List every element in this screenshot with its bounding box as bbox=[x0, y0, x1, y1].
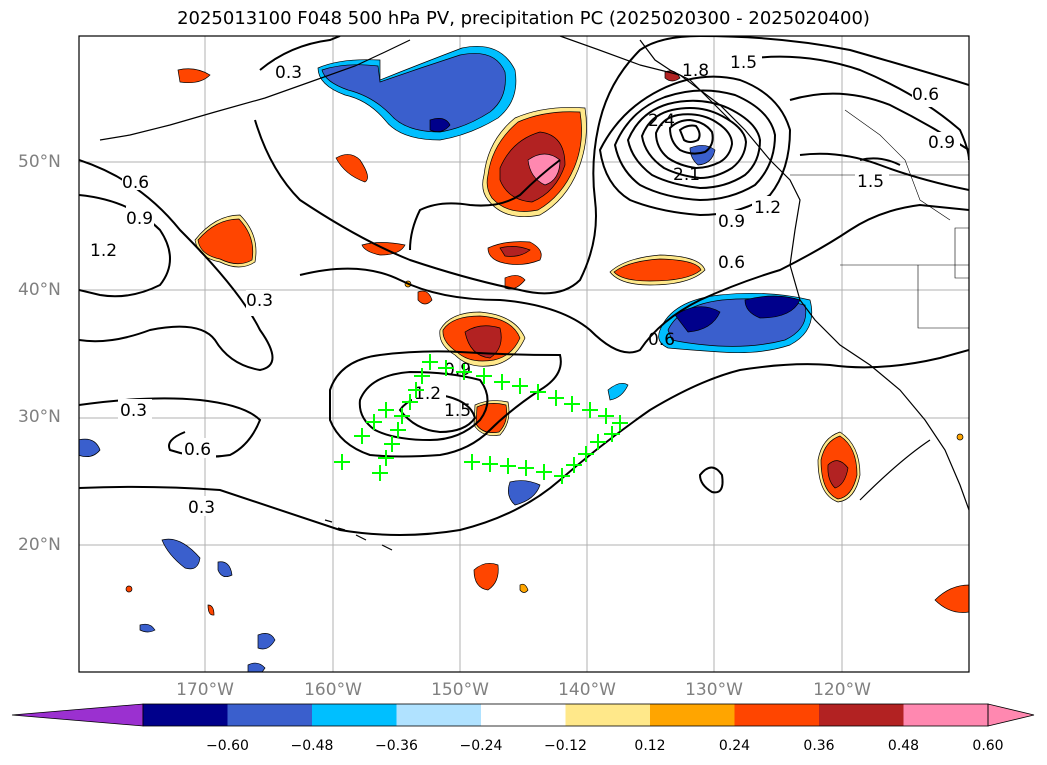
colorbar-segment bbox=[650, 704, 735, 726]
ensemble-marker bbox=[334, 454, 350, 470]
colorbar-tick-label: 0.12 bbox=[634, 738, 666, 754]
map-title: 2025013100 F048 500 hPa PV, precipitatio… bbox=[177, 8, 870, 29]
lon-label: 140°W bbox=[558, 680, 616, 700]
colorbar-segment bbox=[312, 704, 397, 726]
ensemble-marker bbox=[582, 402, 598, 418]
lat-label: 40°N bbox=[18, 280, 61, 300]
contour-label: 1.5 bbox=[857, 172, 884, 192]
contour-label: 0.6 bbox=[718, 253, 745, 273]
pv-contours bbox=[79, 36, 969, 536]
contour-label: 2.4 bbox=[648, 111, 675, 131]
ensemble-marker bbox=[354, 428, 370, 444]
colorbar-tick-label: 0.24 bbox=[718, 738, 751, 754]
colorbar-tick-label: −0.48 bbox=[290, 738, 334, 754]
contour-label: 1.5 bbox=[444, 401, 471, 421]
contour-label: 0.6 bbox=[648, 330, 675, 350]
ensemble-marker bbox=[554, 468, 570, 484]
contour-label: 2.1 bbox=[673, 165, 700, 185]
contour-label: 0.9 bbox=[444, 360, 471, 380]
ensemble-marker bbox=[422, 354, 438, 370]
colorbar-segment bbox=[565, 704, 650, 726]
ensemble-marker bbox=[414, 368, 430, 384]
lat-label: 30°N bbox=[18, 407, 61, 427]
ensemble-marker bbox=[372, 465, 388, 481]
contour-label: 1.2 bbox=[754, 198, 781, 218]
map-panel: 0.3 0.6 0.9 1.2 0.3 1.8 1.5 2.4 2.1 0.9 … bbox=[78, 35, 970, 673]
colorbar-segment bbox=[481, 704, 566, 726]
ensemble-marker bbox=[394, 408, 410, 424]
ensemble-marker bbox=[482, 456, 498, 472]
ensemble-marker bbox=[564, 396, 580, 412]
colorbar-tick-label: −0.36 bbox=[375, 738, 418, 754]
lon-label: 160°W bbox=[304, 680, 362, 700]
ensemble-marker bbox=[366, 414, 382, 430]
ensemble-marker bbox=[590, 434, 606, 450]
ensemble-marker bbox=[494, 374, 510, 390]
colorbar-arrow-high bbox=[987, 703, 1035, 727]
ensemble-marker bbox=[530, 384, 546, 400]
contour-label: 1.8 bbox=[682, 61, 709, 81]
contour-label: 0.3 bbox=[246, 291, 273, 311]
colorbar-tick-label: −0.60 bbox=[206, 738, 249, 754]
colorbar bbox=[11, 703, 1035, 727]
lon-label: 130°W bbox=[685, 680, 743, 700]
colorbar-frame bbox=[142, 703, 989, 727]
contour-label: 1.2 bbox=[414, 384, 441, 404]
lat-label: 20°N bbox=[18, 535, 61, 555]
ensemble-marker bbox=[408, 382, 424, 398]
contour-label: 0.9 bbox=[718, 212, 745, 232]
contour-label: 1.5 bbox=[730, 53, 757, 73]
ensemble-marker bbox=[438, 360, 454, 376]
ensemble-marker bbox=[518, 460, 534, 476]
ensemble-marker bbox=[612, 415, 628, 431]
colorbar-segment bbox=[143, 704, 228, 726]
colorbar-tick-label: 0.60 bbox=[972, 738, 1004, 754]
contour-label: 0.3 bbox=[188, 498, 215, 518]
ensemble-marker bbox=[378, 402, 394, 418]
colorbar-segment bbox=[903, 704, 988, 726]
contour-label: 0.6 bbox=[912, 85, 939, 105]
ensemble-marker bbox=[598, 408, 614, 424]
precip-positive bbox=[125, 68, 969, 616]
colorbar-segment bbox=[819, 704, 904, 726]
contour-label: 0.9 bbox=[126, 209, 153, 229]
lon-label: 170°W bbox=[176, 680, 234, 700]
ensemble-marker bbox=[512, 378, 528, 394]
ensemble-marker bbox=[536, 464, 552, 480]
ensemble-marker bbox=[390, 422, 406, 438]
colorbar-tick-label: 0.36 bbox=[803, 738, 835, 754]
lat-label: 50°N bbox=[18, 152, 61, 172]
map-frame bbox=[78, 35, 970, 673]
colorbar-arrow-low bbox=[11, 703, 144, 727]
ensemble-marker bbox=[578, 446, 594, 462]
ensemble-marker bbox=[500, 458, 516, 474]
lon-label: 120°W bbox=[813, 680, 871, 700]
ensemble-marker bbox=[456, 364, 472, 380]
ensemble-marker bbox=[464, 454, 480, 470]
ensemble-marker bbox=[402, 394, 418, 410]
ensemble-marker bbox=[566, 457, 582, 473]
ensemble-marker bbox=[548, 390, 564, 406]
colorbar-tick-label: 0.48 bbox=[887, 738, 920, 754]
ensemble-marker bbox=[378, 450, 394, 466]
ensemble-marker bbox=[604, 426, 620, 442]
lon-label: 150°W bbox=[431, 680, 489, 700]
ensemble-marker bbox=[476, 368, 492, 384]
contour-label: 0.6 bbox=[122, 173, 149, 193]
contour-label: 0.9 bbox=[928, 133, 955, 153]
ensemble-marker bbox=[384, 436, 400, 452]
contour-label: 0.6 bbox=[184, 440, 211, 460]
colorbar-segment bbox=[734, 704, 819, 726]
colorbar-tick-label: −0.12 bbox=[544, 738, 587, 754]
precip-negative bbox=[79, 45, 813, 672]
colorbar-tick-label: −0.24 bbox=[459, 738, 503, 754]
ensemble-markers bbox=[334, 354, 628, 484]
colorbar-segment bbox=[396, 704, 481, 726]
contour-label: 1.2 bbox=[90, 241, 117, 261]
contour-label: 0.3 bbox=[275, 63, 302, 83]
colorbar-segment bbox=[227, 704, 312, 726]
contour-label: 0.3 bbox=[120, 401, 147, 421]
